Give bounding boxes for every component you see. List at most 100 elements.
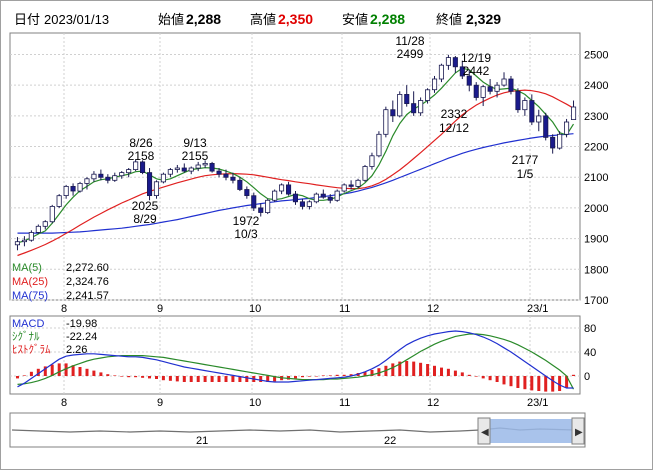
histogram-bar — [29, 371, 33, 376]
macd-legend-value: -22.24 — [66, 331, 97, 343]
histogram-bar — [99, 372, 103, 376]
histogram-bar — [259, 376, 263, 382]
navigator-selection[interactable] — [490, 419, 572, 443]
histogram-bar — [523, 376, 527, 390]
price-x-tick-label: 23/1 — [527, 303, 548, 315]
histogram-bar — [22, 375, 26, 376]
signal-line — [17, 333, 575, 390]
candle-up — [119, 172, 125, 177]
price-y-axis: 2500 2400 2300 2200 2100 2000 1900 1800 1700 — [584, 49, 608, 307]
annotation-line2: 2155 — [182, 149, 209, 163]
candle-up — [445, 57, 451, 66]
close-value: 2,329 — [466, 11, 501, 27]
macd-y-tick-label: 80 — [584, 323, 596, 335]
candle-up — [369, 155, 375, 167]
price-x-tick-label: 9 — [157, 303, 163, 315]
macd-legend-name: MACD — [12, 318, 44, 330]
candlesticks — [14, 54, 577, 251]
candle-down — [487, 86, 493, 92]
candle-up — [42, 221, 48, 227]
macd-y-axis: 80 40 0 — [584, 323, 596, 383]
candle-up — [306, 201, 312, 207]
histogram-bar — [349, 374, 353, 376]
candle-down — [543, 115, 549, 138]
candle-up — [494, 84, 500, 92]
histogram-bar — [161, 376, 165, 381]
candle-up — [564, 121, 570, 135]
candle-up — [112, 175, 118, 181]
histogram-bar — [92, 370, 96, 376]
histogram-bar — [467, 374, 471, 376]
macd-x-tick-label: 8 — [61, 397, 67, 409]
navigator-label-21: 21 — [196, 435, 208, 447]
histogram-bar — [43, 366, 47, 376]
histogram-bar — [321, 375, 325, 376]
histogram-bar — [446, 368, 450, 376]
annotation-line1: 9/13 — [183, 136, 207, 150]
histogram-bar — [148, 376, 151, 379]
macd-legend-name: ｼｸﾞﾅﾙ — [12, 330, 40, 343]
histogram-bar — [544, 376, 548, 392]
annotation-line1: 8/26 — [129, 136, 153, 150]
candle-up — [167, 169, 173, 175]
histogram-bar — [50, 364, 54, 376]
histogram-bar — [85, 368, 89, 376]
macd-x-tick-label: 12 — [427, 397, 439, 409]
annotation-line1: 2025 — [132, 199, 159, 213]
high-label: 高値 — [250, 12, 276, 27]
candle-down — [320, 193, 326, 198]
price-y-tick-label: 1800 — [584, 264, 608, 276]
price-y-tick-label: 2100 — [584, 172, 608, 184]
price-x-tick-label: 8 — [61, 303, 67, 315]
price-y-tick-label: 2000 — [584, 203, 608, 215]
candle-down — [515, 90, 521, 111]
macd-x-tick-label: 9 — [157, 397, 163, 409]
histogram-bar — [377, 368, 381, 376]
histogram-bar — [134, 376, 138, 378]
macd-line — [17, 330, 574, 389]
candle-down — [508, 78, 514, 92]
histogram-bar — [203, 376, 207, 382]
price-legend: MA(5) 2,272.60 MA(25) 2,324.76 MA(75) 2,241.5… — [12, 262, 109, 302]
macd-x-tick-label: 11 — [339, 397, 350, 409]
price-legend-value: 2,241.57 — [66, 290, 109, 302]
annotation-line1: 1972 — [233, 214, 260, 228]
candle-up — [153, 181, 160, 197]
candle-up — [265, 199, 271, 214]
histogram-bar — [182, 376, 186, 382]
macd-legend: MACD -19.98 ｼｸﾞﾅﾙ -22.24 ﾋｽﾄｸﾞﾗﾑ 2.26 — [12, 318, 97, 356]
histogram-bar — [16, 376, 19, 379]
range-navigator[interactable]: ◀ ▶ 21 22 — [9, 412, 586, 448]
high-value: 2,350 — [278, 11, 313, 27]
navigator-right-handle[interactable] — [571, 417, 585, 445]
histogram-bar — [189, 376, 193, 382]
histogram-bar — [572, 374, 575, 376]
annotation-line2: 2158 — [128, 149, 155, 163]
histogram-bar — [210, 376, 214, 382]
candle-up — [431, 78, 438, 91]
candle-down — [223, 173, 229, 178]
candle-up — [28, 232, 34, 241]
price-y-tick-label: 1900 — [584, 234, 608, 246]
histogram-bar — [412, 361, 416, 376]
histogram-bar — [363, 371, 367, 376]
histogram-bar — [57, 363, 61, 376]
histogram-bar — [551, 376, 555, 392]
annotation-line1: 11/28 — [395, 34, 424, 48]
candle-down — [348, 184, 354, 187]
macd-legend-value: -19.98 — [66, 318, 97, 330]
histogram-bar — [301, 376, 304, 378]
navigator-left-handle[interactable] — [477, 417, 491, 445]
candle-up — [362, 166, 368, 181]
histogram-bar — [294, 376, 297, 379]
macd-lines — [17, 330, 575, 390]
candle-down — [105, 176, 111, 181]
histogram-bar — [155, 376, 158, 379]
histogram-bar — [391, 363, 395, 376]
histogram-bar — [71, 365, 75, 376]
histogram-bar — [565, 376, 569, 388]
histogram-bar — [273, 376, 277, 382]
histogram-bar — [168, 376, 172, 381]
